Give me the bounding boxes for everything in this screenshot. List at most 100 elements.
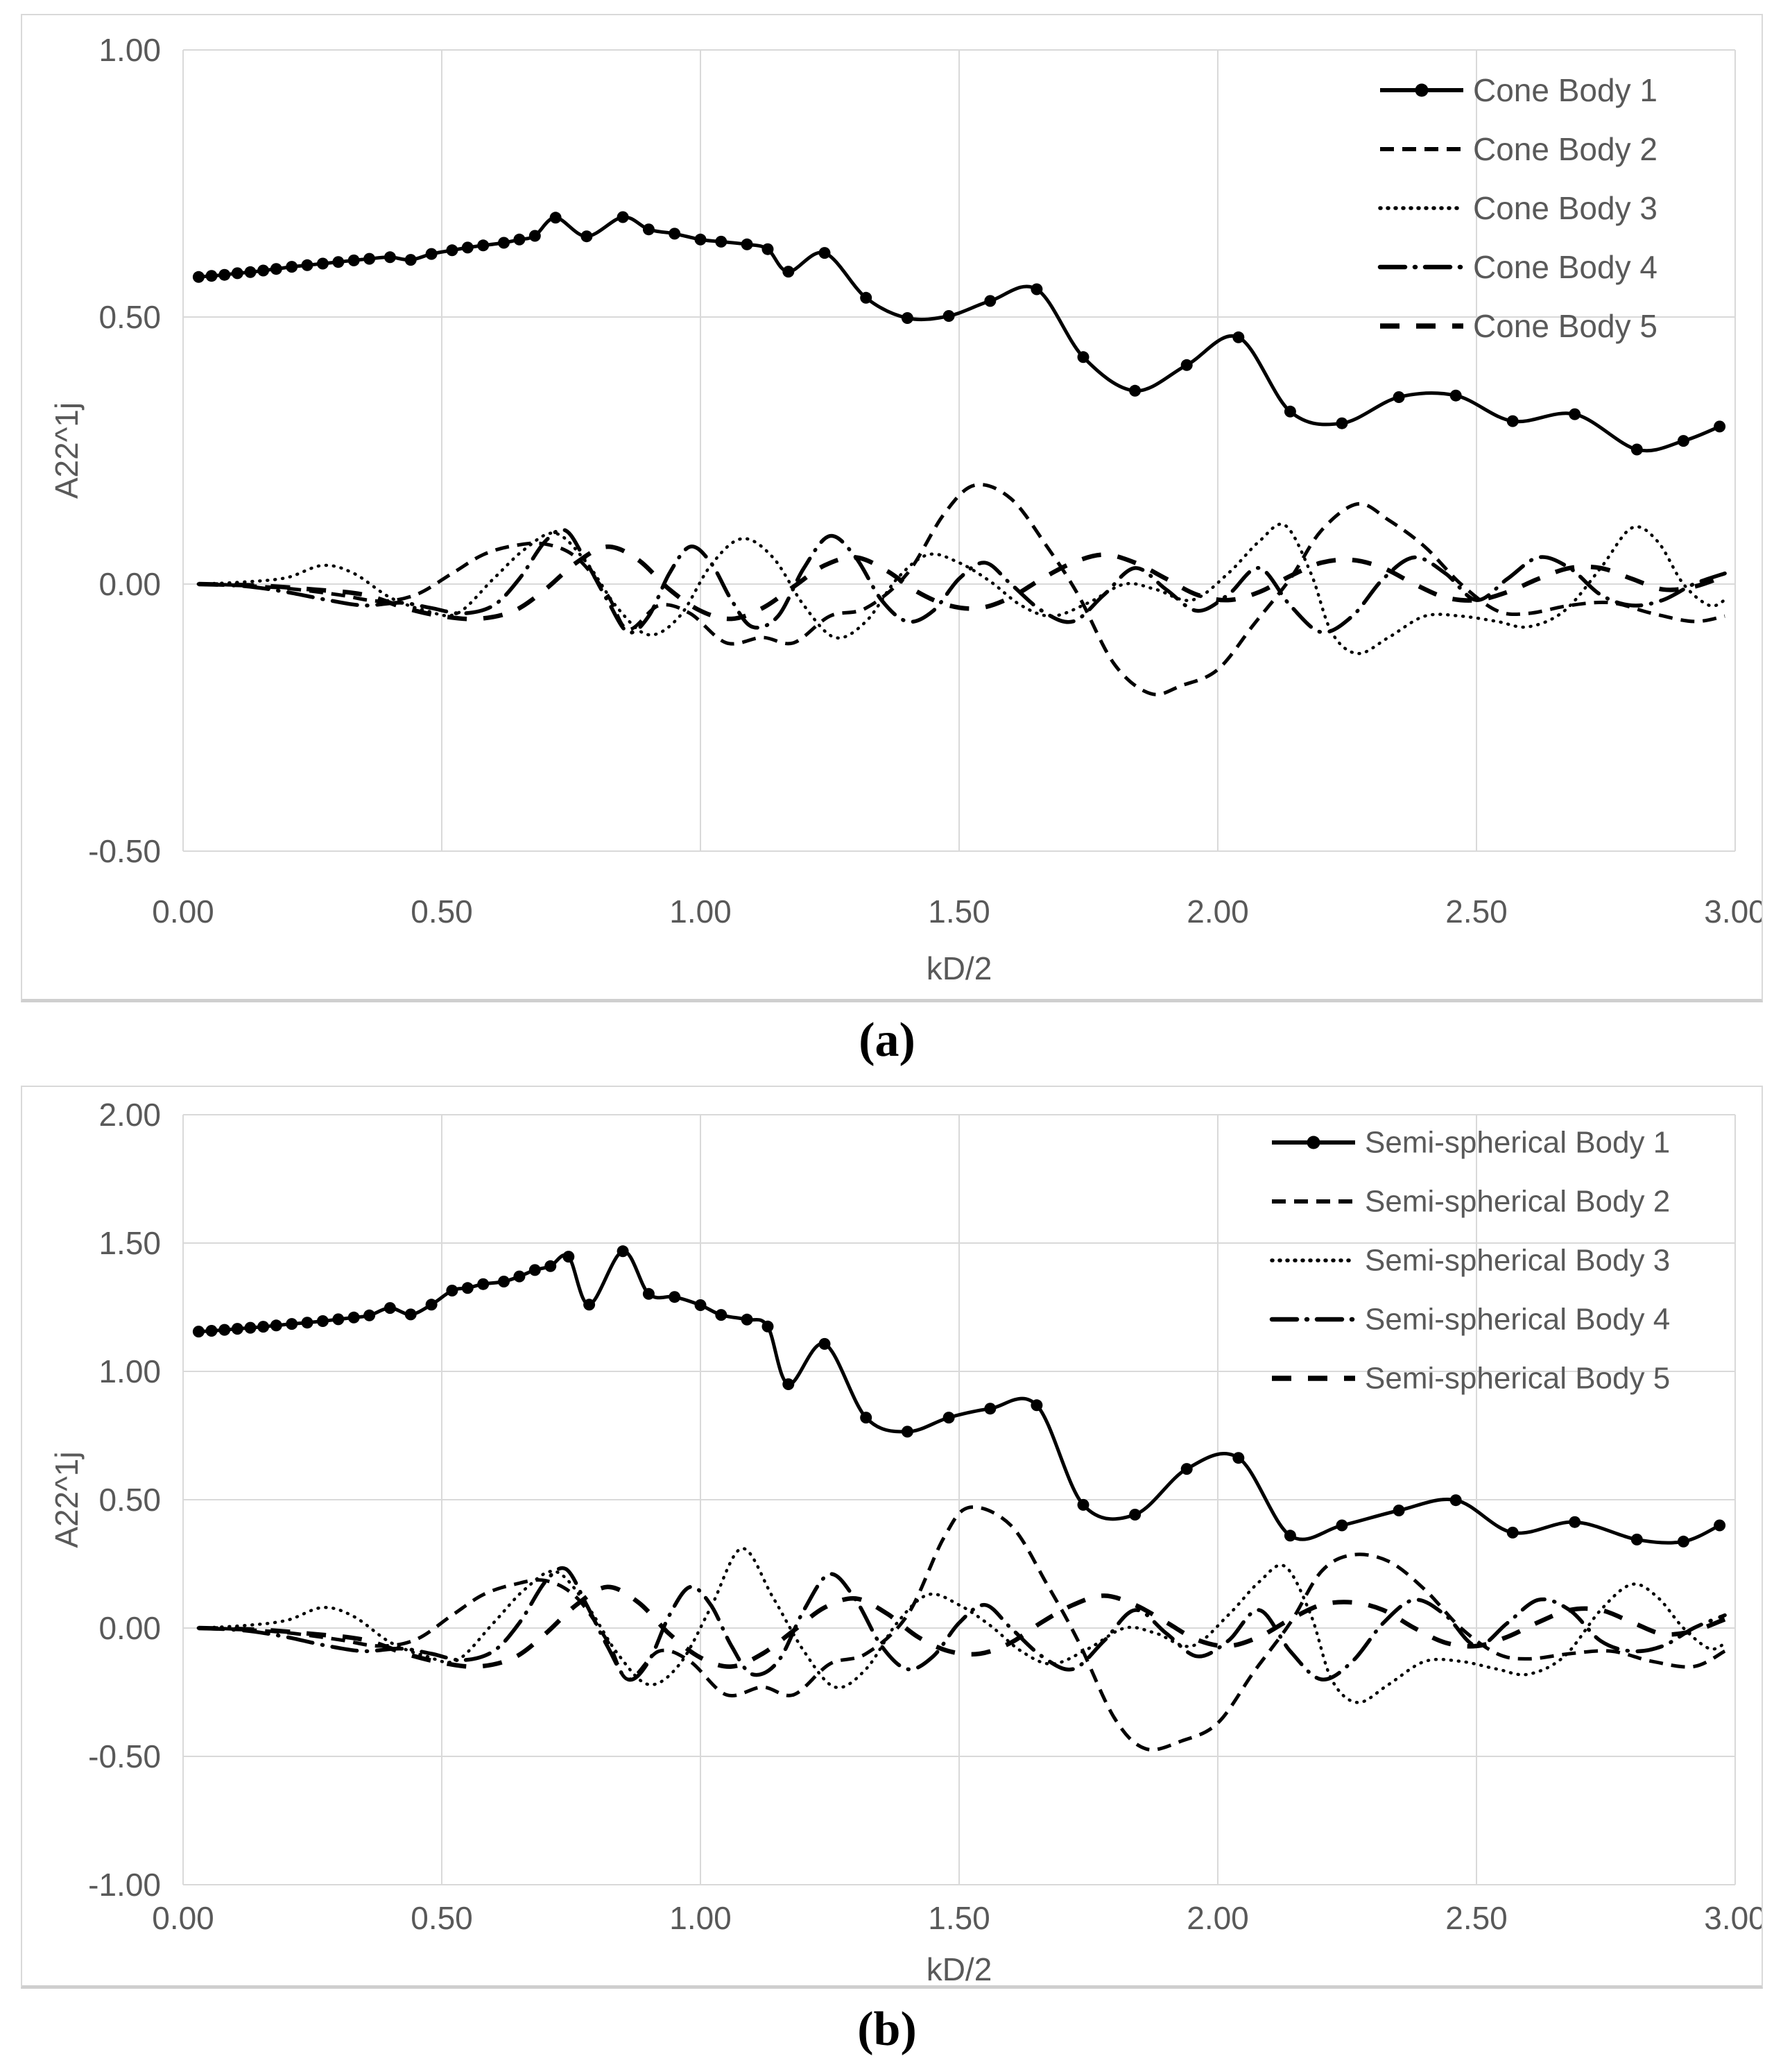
data-point-marker <box>461 1282 474 1294</box>
data-point-marker <box>257 1321 270 1333</box>
data-point-marker <box>498 237 510 249</box>
data-point-marker <box>270 263 282 275</box>
series-line <box>198 483 1725 696</box>
legend-label: Cone Body 5 <box>1473 308 1657 344</box>
series-dash-dot-4 <box>196 527 1727 635</box>
data-point-marker <box>1393 391 1405 403</box>
data-point-marker <box>404 1308 417 1321</box>
data-point-marker <box>1180 1463 1193 1475</box>
data-point-marker <box>669 228 681 240</box>
data-point-marker <box>347 1311 360 1324</box>
data-point-marker <box>669 1291 681 1303</box>
data-point-marker <box>286 1318 298 1330</box>
legend-entry: Semi-spherical Body 1 <box>1272 1126 1670 1160</box>
y-tick-label: 0.00 <box>98 566 161 602</box>
data-point-marker <box>498 1276 510 1287</box>
chart-a-canvas: 1.00 0.50 0.00 -0.50 0.00 0.50 1.00 1.50 2.00 2.5… <box>49 32 1762 986</box>
data-point-marker <box>192 271 205 283</box>
data-point-marker <box>617 211 629 223</box>
legend-entry: Semi-spherical Body 3 <box>1270 1244 1670 1278</box>
y-tick-label: 0.50 <box>98 1482 161 1518</box>
data-point-marker <box>984 295 997 307</box>
series-line <box>197 1547 1727 1704</box>
legend-marker-sample <box>1415 83 1429 97</box>
legend-label: Cone Body 4 <box>1473 249 1657 285</box>
series-long-dash-5 <box>198 1584 1726 1669</box>
data-point-marker <box>301 1317 313 1329</box>
x-tick-label: 2.00 <box>1187 893 1249 930</box>
data-point-marker <box>1569 1516 1581 1528</box>
x-tick-label: 2.00 <box>1187 1900 1249 1936</box>
gridlines <box>182 49 1736 852</box>
x-tick-label: 2.50 <box>1445 1900 1508 1936</box>
data-point-marker <box>1232 331 1245 343</box>
y-axis-title: A22^1j <box>49 402 85 499</box>
series-dash-dot-4 <box>196 1566 1727 1682</box>
data-point-marker <box>363 252 376 265</box>
legend-label: Semi-spherical Body 1 <box>1365 1126 1670 1160</box>
x-tick-label: 1.50 <box>928 1900 990 1936</box>
legend-entry: Semi-spherical Body 2 <box>1272 1185 1670 1219</box>
data-point-marker <box>761 1320 774 1333</box>
legend-label: Semi-spherical Body 2 <box>1365 1185 1670 1219</box>
data-point-marker <box>694 233 707 246</box>
data-point-marker <box>404 254 417 266</box>
data-point-marker <box>741 238 753 250</box>
data-point-marker <box>818 247 831 259</box>
series-dot-3 <box>197 1547 1727 1704</box>
legend-entry: Semi-spherical Body 4 <box>1269 1303 1670 1337</box>
data-point-marker <box>741 1313 753 1326</box>
data-point-marker <box>316 257 329 270</box>
x-tick-label: 0.00 <box>152 893 214 930</box>
data-point-marker <box>642 223 655 236</box>
data-point-marker <box>1031 283 1043 296</box>
x-tick-label: 0.50 <box>411 1900 473 1936</box>
data-point-marker <box>528 1264 541 1276</box>
data-point-marker <box>461 241 474 254</box>
series-solid-marker-1 <box>192 211 1726 456</box>
data-point-marker <box>1569 408 1581 420</box>
data-point-marker <box>477 1278 490 1290</box>
data-point-marker <box>818 1337 831 1350</box>
data-point-marker <box>384 1302 396 1315</box>
legend-label: Semi-spherical Body 5 <box>1365 1362 1670 1396</box>
data-point-marker <box>1449 1494 1462 1507</box>
data-point-marker <box>205 1325 218 1337</box>
x-axis-title: kD/2 <box>927 1951 992 1985</box>
data-point-marker <box>231 1323 243 1335</box>
data-point-marker <box>782 266 795 278</box>
data-point-marker <box>192 1326 205 1338</box>
caption-a: (a) <box>859 1013 915 1067</box>
data-point-marker <box>286 261 298 273</box>
data-point-marker <box>1336 417 1348 429</box>
series-long-dash-5 <box>198 544 1726 622</box>
data-point-marker <box>425 248 438 260</box>
series-line <box>198 1584 1726 1669</box>
data-point-marker <box>477 239 490 252</box>
data-point-marker <box>1630 1533 1643 1546</box>
data-point-marker <box>1077 1498 1090 1511</box>
legend-entry: Cone Body 2 <box>1380 131 1657 167</box>
data-point-marker <box>583 1299 596 1311</box>
data-point-marker <box>257 264 270 277</box>
legend-label: Cone Body 3 <box>1473 190 1657 226</box>
y-tick-label: 0.50 <box>98 299 161 335</box>
data-point-marker <box>205 270 218 282</box>
x-tick-label: 2.50 <box>1445 893 1508 930</box>
data-point-marker <box>860 1412 872 1424</box>
data-point-marker <box>1284 405 1296 418</box>
x-tick-label: 0.00 <box>152 1900 214 1936</box>
data-point-marker <box>513 233 526 246</box>
series-line <box>196 527 1727 635</box>
x-tick-label: 3.00 <box>1704 893 1762 930</box>
data-point-marker <box>1129 384 1142 397</box>
series-dash-2 <box>198 1505 1726 1752</box>
data-point-marker <box>1630 443 1643 456</box>
legend-label: Semi-spherical Body 3 <box>1365 1244 1670 1278</box>
data-point-marker <box>984 1403 997 1415</box>
legend-entry: Cone Body 5 <box>1380 308 1657 344</box>
data-point-marker <box>1449 389 1462 402</box>
legend-entry: Cone Body 4 <box>1377 249 1657 285</box>
data-point-marker <box>332 256 345 268</box>
data-point-marker <box>715 235 727 248</box>
